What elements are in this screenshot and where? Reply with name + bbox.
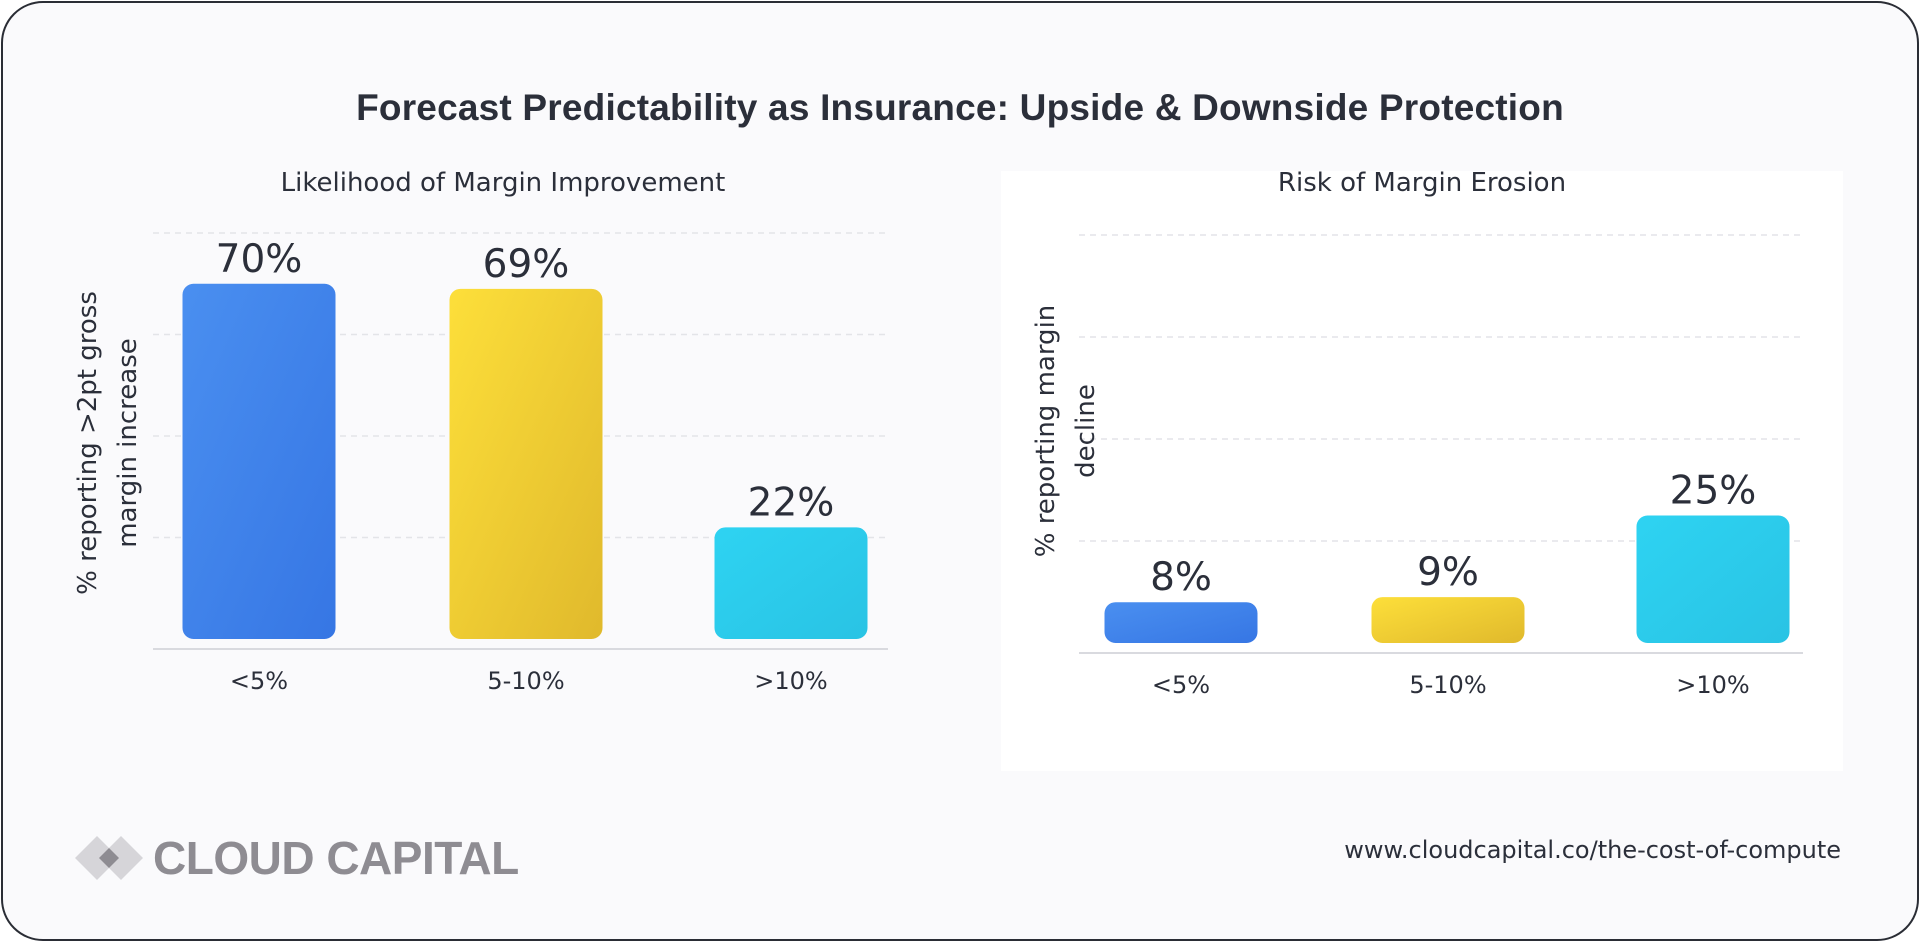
brand-name: CLOUD CAPITAL — [153, 832, 519, 884]
data-label: 9% — [1417, 550, 1479, 595]
x-tick-label: <5% — [1152, 671, 1210, 699]
subplot-title: Likelihood of Margin Improvement — [281, 168, 726, 198]
data-label: 22% — [748, 480, 835, 525]
data-label: 8% — [1150, 555, 1212, 600]
y-axis-label: % reporting margin decline — [1031, 305, 1101, 558]
cloud-diamond-icon — [75, 836, 143, 880]
chart-panel-margin-improvement: Likelihood of Margin Improvement % report… — [3, 163, 993, 763]
subplot-title: Risk of Margin Erosion — [1278, 168, 1566, 198]
chart-margin-erosion: Risk of Margin Erosion % reporting margin… — [1031, 168, 1803, 699]
x-tick-label: >10% — [754, 667, 827, 695]
x-tick-label: <5% — [230, 667, 288, 695]
source-url: www.cloudcapital.co/the-cost-of-compute — [1344, 836, 1841, 864]
data-label: 25% — [1670, 469, 1757, 514]
x-tick-label: >10% — [1676, 671, 1749, 699]
bar-3 — [1636, 515, 1790, 643]
bar-3 — [714, 527, 868, 639]
bar-1 — [1104, 602, 1258, 643]
bar-2 — [449, 288, 603, 639]
chart-panel-margin-erosion: Risk of Margin Erosion % reporting margin… — [1001, 168, 1843, 771]
y-axis-label: % reporting >2pt gross margin increase — [73, 291, 143, 595]
chart-margin-improvement: Likelihood of Margin Improvement % report… — [73, 168, 888, 695]
x-tick-label: 5-10% — [487, 667, 564, 695]
x-tick-label: 5-10% — [1409, 671, 1486, 699]
data-label: 70% — [216, 237, 303, 282]
bar-2 — [1371, 597, 1525, 643]
bar-1 — [182, 283, 336, 639]
brand-logo: CLOUD CAPITAL — [73, 831, 519, 885]
data-label: 69% — [483, 242, 570, 287]
figure-title: Forecast Predictability as Insurance: Up… — [356, 87, 1564, 128]
